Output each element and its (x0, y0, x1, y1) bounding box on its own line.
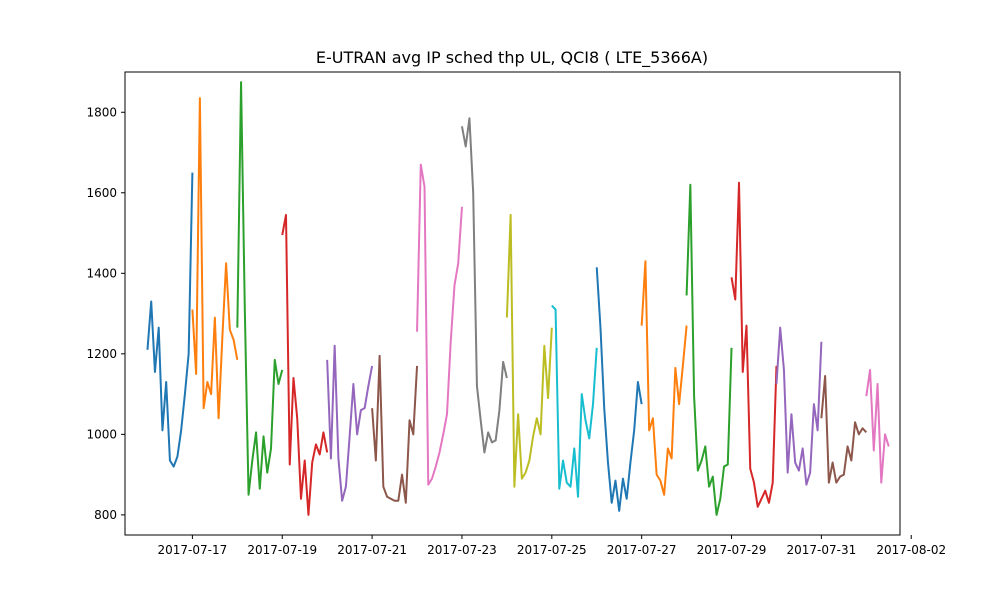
series-layer (146, 81, 890, 516)
x-tick-label: 2017-07-25 (517, 543, 587, 557)
series-line-14 (730, 181, 778, 508)
x-tick-label: 2017-07-17 (158, 543, 228, 557)
y-tick-label: 1000 (86, 427, 117, 441)
y-tick-label: 1200 (86, 347, 117, 361)
series-line-15 (775, 326, 823, 486)
series-line-2 (191, 97, 239, 420)
chart-title: E-UTRAN avg IP sched thp UL, QCI8 ( LTE_… (316, 48, 708, 68)
series-line-12 (640, 260, 688, 496)
series-line-8 (460, 117, 508, 454)
series-line-13 (685, 183, 733, 516)
series-line-3 (236, 81, 284, 496)
y-tick-label: 1800 (86, 105, 117, 119)
plot-frame (124, 71, 901, 536)
series-line-9 (505, 213, 553, 488)
axes-layer: 2017-07-17 2017-07-19 2017-07-21 2017-07-23… (86, 105, 946, 557)
x-tick-label: 2017-07-21 (337, 543, 407, 557)
x-tick-label: 2017-07-19 (247, 543, 317, 557)
y-tick-label: 800 (94, 508, 117, 522)
series-line-5 (326, 344, 374, 502)
x-tick-label: 2017-07-27 (607, 543, 677, 557)
x-tick-label: 2017-08-02 (876, 543, 946, 557)
y-tick-label: 1600 (86, 186, 117, 200)
series-line-6 (371, 354, 419, 504)
series-line-11 (595, 267, 643, 512)
series-line-7 (416, 163, 463, 486)
x-tick-label: 2017-07-23 (427, 543, 497, 557)
series-line-4 (281, 213, 329, 516)
y-tick-label: 1400 (86, 266, 117, 280)
series-line-10 (551, 304, 598, 498)
series-line-17 (865, 368, 890, 484)
x-tick-label: 2017-07-31 (787, 543, 857, 557)
x-tick-label: 2017-07-29 (697, 543, 767, 557)
series-line-16 (820, 374, 868, 484)
series-line-1 (146, 172, 194, 468)
